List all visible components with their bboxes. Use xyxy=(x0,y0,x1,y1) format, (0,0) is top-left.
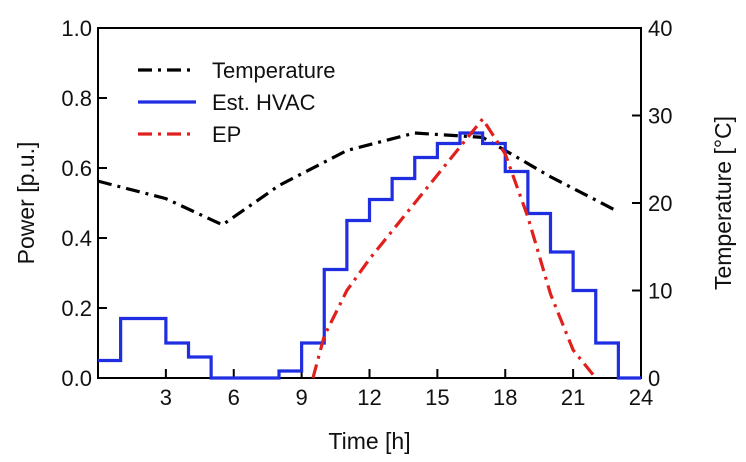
y2-tick-label: 0 xyxy=(648,366,660,391)
y-tick-label: 0.6 xyxy=(61,156,92,181)
y-tick-label: 0.8 xyxy=(61,86,92,111)
x-axis-title: Time [h] xyxy=(328,428,410,454)
series-temperature xyxy=(97,131,620,227)
y2-axis-title: Temperature [°C] xyxy=(710,116,736,290)
series-ep xyxy=(311,116,597,380)
legend: Temperature Est. HVAC EP xyxy=(138,58,336,147)
x-tick-label: 12 xyxy=(357,385,381,410)
x-tick-label: 18 xyxy=(493,385,517,410)
y-tick-label: 0.4 xyxy=(61,226,92,251)
y2-tick-label: 30 xyxy=(648,104,672,129)
y-tick-label: 0.0 xyxy=(61,366,92,391)
x-tick-label: 3 xyxy=(160,385,172,410)
y-tick-label: 0.2 xyxy=(61,296,92,321)
y-tick-label: 1.0 xyxy=(61,16,92,41)
x-tick-label: 24 xyxy=(629,385,653,410)
x-tick-label: 15 xyxy=(425,385,449,410)
x-tick-label: 21 xyxy=(561,385,585,410)
x-tick-label: 6 xyxy=(228,385,240,410)
y2-tick-label: 40 xyxy=(648,16,672,41)
legend-label: Temperature xyxy=(212,58,336,83)
series-layer xyxy=(97,116,641,380)
legend-label: Est. HVAC xyxy=(212,90,316,115)
legend-label: EP xyxy=(212,122,241,147)
y2-tick-label: 20 xyxy=(648,191,672,216)
y-axis-title: Power [p.u.] xyxy=(13,142,39,265)
y2-tick-label: 10 xyxy=(648,279,672,304)
ticks: 3 6 9 12 15 18 21 24 0.0 0.2 0.4 0.6 0.8 1.0 0 10 20 30 40 xyxy=(61,16,672,410)
x-tick-label: 9 xyxy=(296,385,308,410)
series-est-hvac xyxy=(98,131,641,380)
